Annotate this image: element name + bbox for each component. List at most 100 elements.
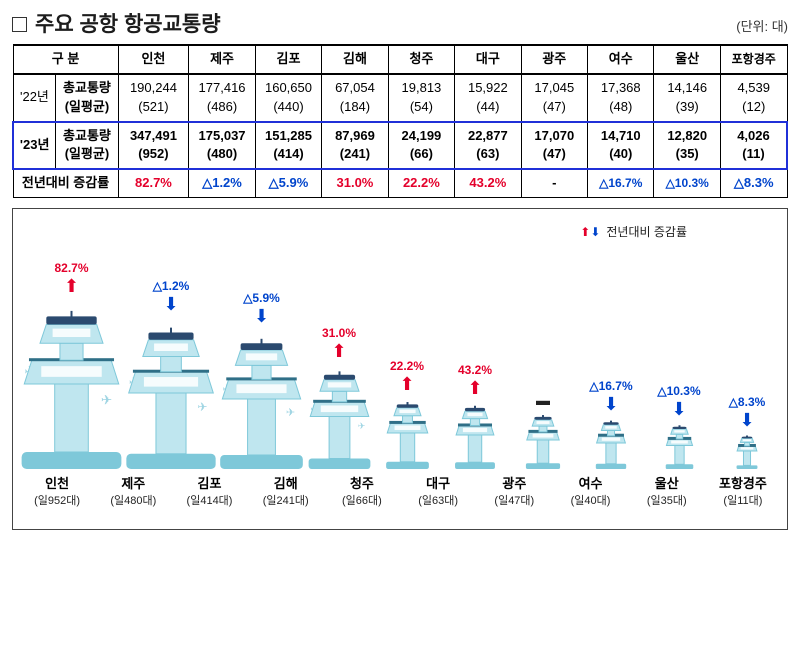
chart-row: 82.7%⬆✈✈△1.2%⬇✈✈△5.9%⬇✈✈31.0%⬆✈✈22.2%⬆43…: [19, 219, 781, 469]
cell: 24,199(66): [388, 122, 454, 170]
pct-label: 43.2%: [458, 363, 492, 377]
chart-column: △1.2%⬇✈✈: [124, 219, 218, 469]
svg-text:✈: ✈: [101, 392, 112, 407]
cell: 4,026(11): [720, 122, 787, 170]
cell: 160,650(440): [255, 74, 321, 122]
th-airport: 인천: [118, 45, 189, 74]
cell: 17,045(47): [521, 74, 587, 122]
labels-row: 인천(일952대)제주(일480대)김포(일414대)김해(일241대)청주(일…: [19, 473, 781, 508]
airport-name: 울산: [629, 473, 705, 492]
cell: 190,244(521): [118, 74, 189, 122]
cell: 175,037(480): [189, 122, 255, 170]
chart-column: △5.9%⬇✈✈: [218, 219, 305, 469]
airport-avg: (일952대): [19, 492, 95, 508]
v: (480): [191, 145, 252, 164]
cell: 67,054(184): [322, 74, 388, 122]
airport-name: 제주: [95, 473, 171, 492]
tower-icon: [595, 417, 627, 469]
v: (35): [656, 145, 717, 164]
title-text: 주요 공항 항공교통량: [35, 13, 221, 36]
row-y23: '23년 총교통량 (일평균) 347,491(952) 175,037(480…: [13, 122, 787, 170]
th-gubun: 구 분: [13, 45, 118, 74]
label-total: 총교통량: [58, 79, 115, 98]
arrow-up-icon: ⬆: [467, 379, 482, 397]
v: 151,285: [258, 127, 319, 146]
tower-icon: [525, 411, 561, 469]
arrow-up-icon: ⬆: [64, 277, 79, 295]
th-airport: 청주: [388, 45, 454, 74]
chart-label: 대구(일63대): [400, 473, 476, 508]
v: (63): [457, 145, 518, 164]
chart-column: 82.7%⬆✈✈: [19, 219, 124, 469]
v: 4,026: [723, 127, 784, 146]
th-airport: 여수: [588, 45, 654, 74]
cell-rate: 43.2%: [455, 169, 521, 197]
cell-rate-label: 전년대비 증감률: [13, 169, 118, 197]
cell: 19,813(54): [388, 74, 454, 122]
airport-name: 여수: [552, 473, 628, 492]
v: (44): [457, 98, 518, 117]
airport-name: 대구: [400, 473, 476, 492]
table-header-row: 구 분 인천 제주 김포 김해 청주 대구 광주 여수 울산 포항경주: [13, 45, 787, 74]
row-rate: 전년대비 증감률 82.7% △1.2% △5.9% 31.0% 22.2% 4…: [13, 169, 787, 197]
airport-avg: (일35대): [629, 492, 705, 508]
chart-container: ⬆⬇ 전년대비 증감률 82.7%⬆✈✈△1.2%⬇✈✈△5.9%⬇✈✈31.0…: [12, 208, 788, 530]
chart-label: 광주(일47대): [476, 473, 552, 508]
v: 24,199: [391, 127, 452, 146]
v: 19,813: [391, 79, 452, 98]
v: 17,368: [590, 79, 651, 98]
airport-avg: (일47대): [476, 492, 552, 508]
tower-icon: ✈✈: [124, 317, 218, 469]
chart-label: 여수(일40대): [552, 473, 628, 508]
arrow-down-icon: ⬇: [671, 400, 686, 418]
tower-icon: [665, 422, 694, 469]
chart-column: 43.2% ⬆: [441, 219, 509, 469]
v: 14,146: [656, 79, 717, 98]
cell: 177,416(486): [189, 74, 255, 122]
v: 190,244: [121, 79, 187, 98]
v: (414): [258, 145, 319, 164]
airport-name: 포항경주: [705, 473, 781, 492]
th-airport: 울산: [654, 45, 720, 74]
chart-column: ▬: [509, 219, 577, 469]
airport-avg: (일63대): [400, 492, 476, 508]
chart-column: △8.3%⬇: [713, 219, 781, 469]
chart-label: 울산(일35대): [629, 473, 705, 508]
label-avg: (일평균): [58, 145, 115, 164]
airport-avg: (일414대): [171, 492, 247, 508]
chart-label: 포항경주(일11대): [705, 473, 781, 508]
title-bullet: [12, 17, 27, 32]
cell: 15,922(44): [455, 74, 521, 122]
th-airport: 김포: [255, 45, 321, 74]
tower-icon: ✈✈: [307, 364, 372, 469]
page-title: 주요 공항 항공교통량: [12, 8, 221, 38]
v: 67,054: [324, 79, 385, 98]
v: (11): [723, 145, 784, 164]
th-airport: 제주: [189, 45, 255, 74]
pct-label: △16.7%: [589, 379, 632, 393]
v: 87,969: [324, 127, 385, 146]
cell-rate: △16.7%: [588, 169, 654, 197]
chart-column: △16.7%⬇: [577, 219, 645, 469]
pct-label: 22.2%: [390, 359, 424, 373]
pct-label: △1.2%: [153, 279, 190, 293]
v: (12): [723, 98, 785, 117]
airport-name: 인천: [19, 473, 95, 492]
traffic-table: 구 분 인천 제주 김포 김해 청주 대구 광주 여수 울산 포항경주 '22년…: [12, 44, 788, 198]
v: (39): [656, 98, 717, 117]
pct-label: 31.0%: [322, 326, 356, 340]
v: 17,045: [524, 79, 585, 98]
v: (66): [391, 145, 452, 164]
v: 175,037: [191, 127, 252, 146]
arrow-up-icon: ⬆: [331, 342, 346, 360]
v: (440): [258, 98, 319, 117]
airport-avg: (일40대): [552, 492, 628, 508]
chart-label: 김해(일241대): [248, 473, 324, 508]
th-airport: 광주: [521, 45, 587, 74]
pct-label: △8.3%: [729, 395, 766, 409]
chart-label: 인천(일952대): [19, 473, 95, 508]
tower-icon: ✈✈: [19, 299, 124, 469]
v: (47): [524, 98, 585, 117]
airport-name: 광주: [476, 473, 552, 492]
v: (241): [324, 145, 385, 164]
